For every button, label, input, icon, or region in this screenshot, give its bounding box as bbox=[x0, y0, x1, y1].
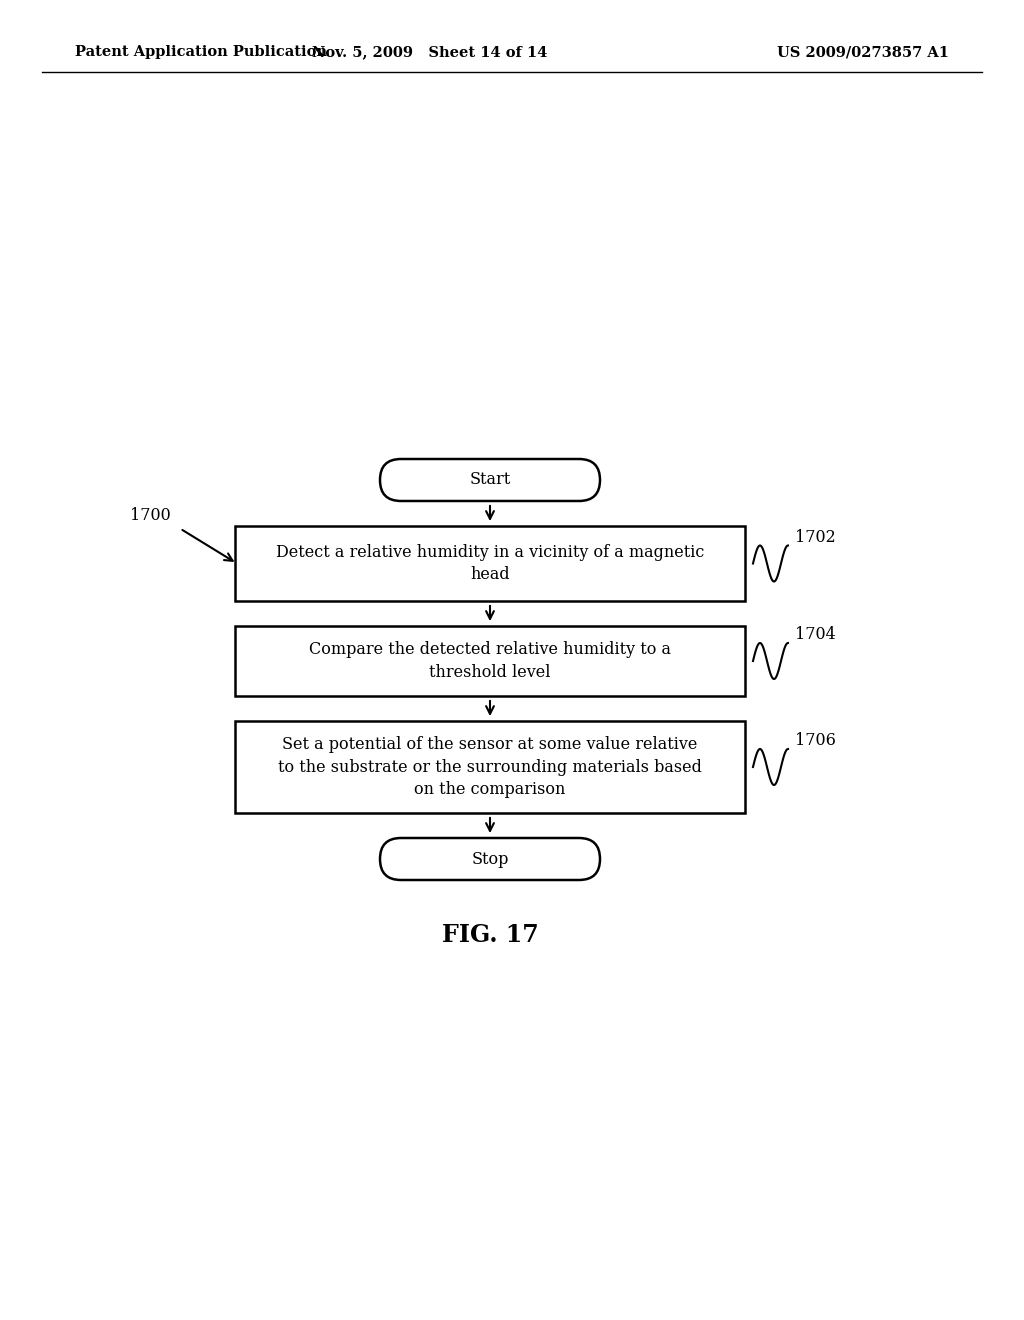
Text: Stop: Stop bbox=[471, 850, 509, 867]
FancyBboxPatch shape bbox=[380, 838, 600, 880]
Text: Patent Application Publication: Patent Application Publication bbox=[75, 45, 327, 59]
Text: 1706: 1706 bbox=[795, 733, 836, 748]
Text: Set a potential of the sensor at some value relative
to the substrate or the sur: Set a potential of the sensor at some va… bbox=[279, 737, 701, 797]
FancyBboxPatch shape bbox=[380, 459, 600, 502]
Text: US 2009/0273857 A1: US 2009/0273857 A1 bbox=[777, 45, 949, 59]
Text: Start: Start bbox=[469, 471, 511, 488]
Text: 1702: 1702 bbox=[795, 528, 836, 545]
Text: FIG. 17: FIG. 17 bbox=[441, 923, 539, 946]
FancyBboxPatch shape bbox=[234, 721, 745, 813]
Text: 1700: 1700 bbox=[130, 507, 171, 524]
Text: Compare the detected relative humidity to a
threshold level: Compare the detected relative humidity t… bbox=[309, 642, 671, 681]
Text: Nov. 5, 2009   Sheet 14 of 14: Nov. 5, 2009 Sheet 14 of 14 bbox=[312, 45, 548, 59]
FancyBboxPatch shape bbox=[234, 626, 745, 696]
Text: 1704: 1704 bbox=[795, 626, 836, 643]
FancyBboxPatch shape bbox=[234, 525, 745, 601]
Text: Detect a relative humidity in a vicinity of a magnetic
head: Detect a relative humidity in a vicinity… bbox=[275, 544, 705, 583]
